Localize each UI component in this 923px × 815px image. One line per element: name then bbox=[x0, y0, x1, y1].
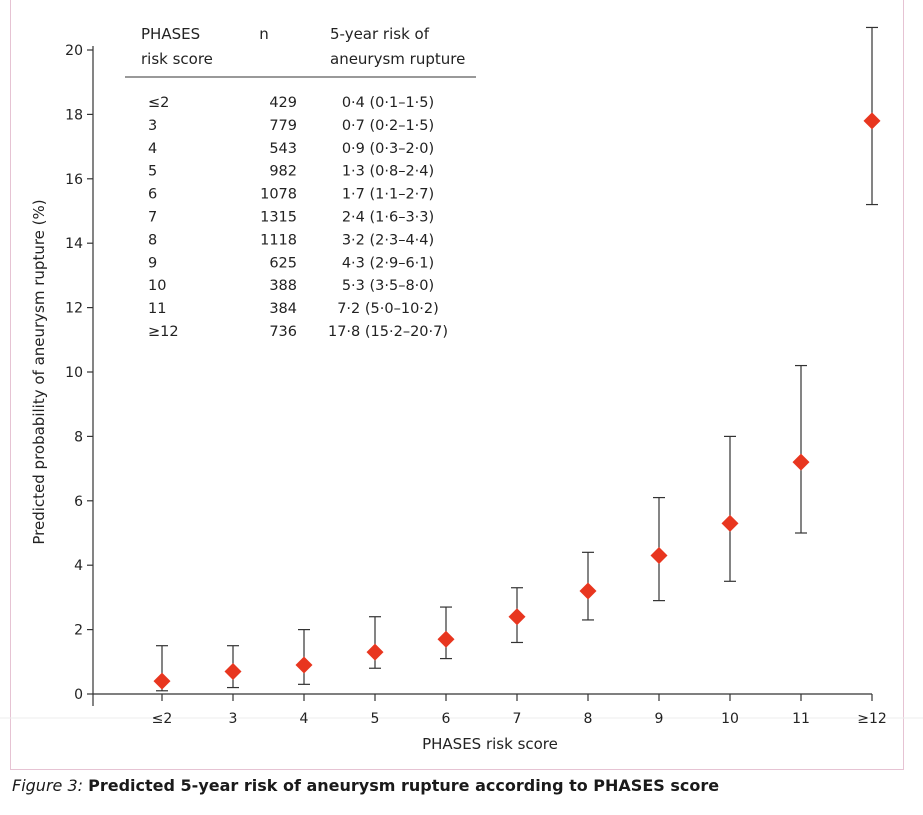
data-point-group bbox=[295, 628, 313, 685]
x-tick-label: 8 bbox=[584, 711, 593, 727]
figure-caption-text: Predicted 5-year risk of aneurysm ruptur… bbox=[88, 776, 720, 795]
table-cell-score: 10 bbox=[148, 278, 166, 294]
x-tick-label: 10 bbox=[721, 711, 739, 727]
table-header-n: n bbox=[259, 25, 269, 43]
table-cell-score: 5 bbox=[148, 164, 157, 180]
table-cell-score: ≤2 bbox=[148, 95, 169, 111]
chart: 0 2 4 6 8 10 12 14 16 18 20 ≤2 3 4 5 6 7 8 9 10 11 ≥12 PHASE… bbox=[0, 25, 923, 753]
table-cell-n: 625 bbox=[269, 255, 297, 271]
y-tick-label: 18 bbox=[65, 107, 83, 123]
data-point-group bbox=[579, 551, 597, 621]
data-point-marker bbox=[508, 608, 526, 626]
table-cell-n: 543 bbox=[269, 141, 297, 157]
table-cell-n: 388 bbox=[269, 278, 297, 294]
table-header-risk-line2: aneurysm rupture bbox=[330, 50, 465, 68]
y-tick-label: 16 bbox=[65, 172, 83, 188]
table-cell-n: 1078 bbox=[260, 187, 297, 203]
data-point-group bbox=[153, 645, 171, 692]
table-cell-n: 982 bbox=[269, 164, 297, 180]
table-header-risk-line1: 5-year risk of bbox=[330, 25, 430, 43]
data-point-group bbox=[224, 645, 242, 689]
data-point-marker bbox=[153, 672, 171, 690]
table-cell-score: 9 bbox=[148, 255, 157, 271]
data-point-marker bbox=[366, 643, 384, 661]
table-cell-risk: 0·4 (0·1–1·5) bbox=[342, 95, 434, 111]
table-cell-n: 429 bbox=[269, 95, 297, 111]
y-tick-label: 20 bbox=[65, 43, 83, 59]
y-tick-label: 14 bbox=[65, 236, 83, 252]
y-tick-label: 6 bbox=[74, 494, 83, 510]
figure-caption: Figure 3: Predicted 5-year risk of aneur… bbox=[12, 776, 719, 795]
table-cell-score: 7 bbox=[148, 210, 157, 226]
table-cell-risk: 5·3 (3·5–8·0) bbox=[342, 278, 434, 294]
table-cell-risk: 7·2 (5·0–10·2) bbox=[337, 301, 439, 317]
table-cell-score: 3 bbox=[148, 118, 157, 134]
x-tick-label: 4 bbox=[300, 711, 309, 727]
figure-caption-label: Figure 3: bbox=[12, 776, 84, 795]
data-point-marker bbox=[650, 547, 668, 565]
table-cell-risk: 3·2 (2·3–4·4) bbox=[342, 232, 434, 248]
data-point-marker bbox=[224, 662, 242, 680]
table-cell-n: 1315 bbox=[260, 210, 297, 226]
figure-frame bbox=[10, 0, 904, 770]
x-axis: ≤2 3 4 5 6 7 8 9 10 11 ≥12 bbox=[0, 693, 923, 727]
data-point-group bbox=[792, 364, 810, 534]
table-cell-risk: 1·3 (0·8–2·4) bbox=[342, 164, 434, 180]
data-point-group bbox=[863, 26, 881, 206]
table-cell-score: 8 bbox=[148, 232, 157, 248]
data-point-marker bbox=[721, 514, 739, 532]
table-cell-risk: 2·4 (1·6–3·3) bbox=[342, 210, 434, 226]
data-point-group bbox=[721, 435, 739, 582]
table-cell-n: 736 bbox=[269, 324, 297, 340]
table-cell-n: 384 bbox=[269, 301, 297, 317]
data-point-group bbox=[437, 606, 455, 660]
data-series bbox=[153, 26, 881, 692]
x-tick-label: ≥12 bbox=[857, 711, 887, 727]
risk-table: PHASES risk score n 5-year risk of aneurysm … bbox=[125, 25, 476, 340]
table-header-score-line1: PHASES bbox=[141, 25, 200, 43]
table-cell-score: 11 bbox=[148, 301, 166, 317]
table-cell-score: 6 bbox=[148, 187, 157, 203]
table-cell-risk: 0·7 (0·2–1·5) bbox=[342, 118, 434, 134]
table-cell-risk: 1·7 (1·1–2·7) bbox=[342, 187, 434, 203]
x-tick-label: 9 bbox=[655, 711, 664, 727]
table-cell-risk: 4·3 (2·9–6·1) bbox=[342, 255, 434, 271]
x-tick-label: 11 bbox=[792, 711, 810, 727]
x-tick-label: 5 bbox=[371, 711, 380, 727]
x-tick-label: 6 bbox=[442, 711, 451, 727]
data-point-group bbox=[508, 587, 526, 644]
table-cell-score: ≥12 bbox=[148, 324, 179, 340]
x-tick-label: 7 bbox=[513, 711, 522, 727]
data-point-marker bbox=[295, 656, 313, 674]
x-tick-label: 3 bbox=[229, 711, 238, 727]
y-tick-label: 2 bbox=[74, 623, 83, 639]
table-cell-n: 1118 bbox=[260, 232, 297, 248]
x-tick-label: ≤2 bbox=[152, 711, 173, 727]
data-point-marker bbox=[863, 112, 881, 130]
y-tick-label: 12 bbox=[65, 301, 83, 317]
table-cell-n: 779 bbox=[269, 118, 297, 134]
data-point-marker bbox=[792, 453, 810, 471]
table-cell-risk: 17·8 (15·2–20·7) bbox=[328, 324, 448, 340]
table-header-score-line2: risk score bbox=[141, 50, 213, 68]
y-tick-label: 10 bbox=[65, 365, 83, 381]
data-point-marker bbox=[579, 582, 597, 600]
table-cell-risk: 0·9 (0·3–2·0) bbox=[342, 141, 434, 157]
y-axis-label: Predicted probability of aneurysm ruptur… bbox=[30, 199, 48, 544]
y-axis: 0 2 4 6 8 10 12 14 16 18 20 bbox=[65, 43, 94, 706]
data-point-group bbox=[366, 616, 384, 669]
y-tick-label: 4 bbox=[74, 558, 83, 574]
y-tick-label: 0 bbox=[74, 687, 83, 703]
data-point-group bbox=[650, 496, 668, 602]
data-point-marker bbox=[437, 630, 455, 648]
table-cell-score: 4 bbox=[148, 141, 157, 157]
x-axis-label: PHASES risk score bbox=[422, 735, 558, 753]
y-tick-label: 8 bbox=[74, 429, 83, 445]
